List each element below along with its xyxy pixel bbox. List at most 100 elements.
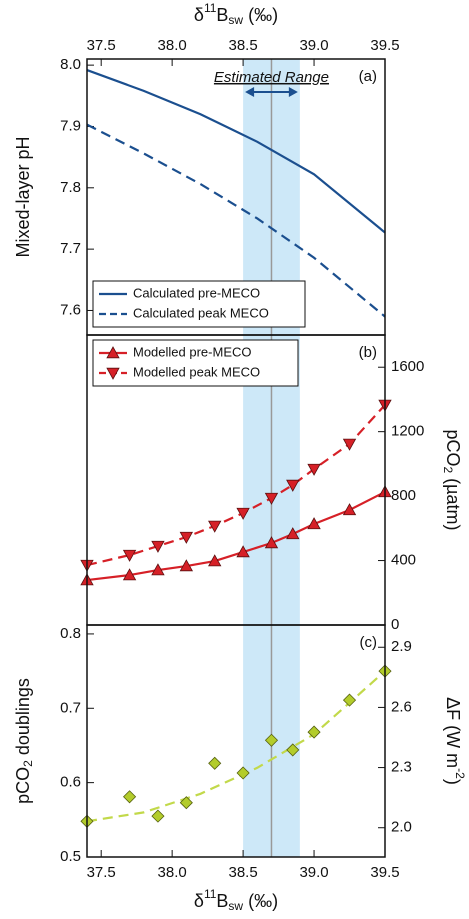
label-part: doublings — [13, 678, 33, 760]
marker — [106, 346, 120, 359]
marker — [236, 766, 250, 780]
marker — [307, 517, 321, 530]
label-part: pCO — [13, 767, 33, 804]
marker — [151, 540, 165, 553]
y-tick-label: 8.0 — [60, 56, 81, 73]
legend-label: Calculated peak MECO — [133, 305, 269, 320]
marker — [264, 536, 279, 549]
marker — [106, 367, 120, 380]
label-part: (‰) — [243, 5, 278, 25]
series-line — [86, 490, 386, 582]
panel-label: (b) — [359, 344, 377, 361]
range-label: Estimated Range — [214, 69, 329, 86]
label-part: 2 — [21, 760, 35, 767]
marker — [286, 479, 300, 492]
panel-frame — [86, 624, 386, 858]
label-part: ΔF (W m — [443, 697, 463, 768]
x-tick-label: 39.0 — [299, 37, 328, 54]
y-tick-label: 800 — [391, 487, 416, 504]
marker — [264, 733, 279, 747]
x-tick-label: 38.5 — [228, 864, 257, 881]
label-part: 11 — [204, 1, 217, 15]
label-part: sw — [228, 13, 243, 27]
y-tick-label: 0.8 — [60, 625, 81, 642]
label-part: B — [216, 5, 228, 25]
marker — [151, 809, 165, 823]
x-tick-label: 38.5 — [228, 37, 257, 54]
y-tick-label: 7.9 — [60, 117, 81, 134]
marker — [208, 554, 222, 567]
x-tick-label: 39.5 — [370, 37, 399, 54]
label-part: ) — [443, 779, 463, 785]
y-tick-label: 1200 — [391, 423, 424, 440]
label-part: δ — [194, 5, 204, 25]
axis-label: ΔF (W m-2) — [443, 697, 467, 785]
marker — [286, 743, 300, 757]
y2-tick-label: 2.9 — [391, 638, 412, 655]
x-tick-label: 39.5 — [370, 864, 399, 881]
legend-box — [92, 280, 306, 328]
axis-label: δ11Bsw (‰) — [194, 1, 278, 27]
marker — [236, 507, 250, 520]
label-part: -2 — [453, 768, 467, 779]
y-tick-label: 0.6 — [60, 774, 81, 791]
y-tick-label: 400 — [391, 552, 416, 569]
panel-label: (a) — [359, 68, 377, 85]
marker — [342, 693, 357, 707]
marker — [307, 725, 321, 739]
series-line — [86, 69, 386, 234]
marker — [236, 545, 250, 558]
y-tick-label: 0 — [391, 616, 399, 633]
marker — [122, 568, 137, 581]
legend-label: Calculated pre-MECO — [133, 285, 260, 300]
label-part: δ — [194, 891, 204, 911]
label-part: 2 — [441, 466, 455, 473]
label-part: (µatm) — [443, 473, 463, 530]
marker — [264, 492, 279, 505]
label-part: 11 — [204, 887, 217, 901]
marker — [342, 438, 357, 451]
x-tick-label: 39.0 — [299, 864, 328, 881]
y-tick-label: 0.5 — [60, 848, 81, 865]
marker — [179, 531, 194, 544]
legend-box — [92, 339, 299, 387]
marker — [208, 756, 222, 770]
label-part: B — [216, 891, 228, 911]
series-line — [86, 404, 386, 567]
legend-label: Modelled peak MECO — [133, 364, 260, 379]
marker — [179, 559, 194, 572]
marker — [286, 527, 300, 540]
x-tick-label: 37.5 — [87, 37, 116, 54]
series-line — [86, 123, 386, 318]
y-tick-label: 7.6 — [60, 301, 81, 318]
axis-label: Mixed-layer pH — [13, 136, 33, 257]
y-tick-label: 0.7 — [60, 699, 81, 716]
panel-label: (c) — [360, 634, 378, 651]
label-part: sw — [228, 899, 243, 913]
label-part: pCO — [443, 429, 463, 466]
x-tick-label: 37.5 — [87, 864, 116, 881]
y2-tick-label: 2.0 — [391, 819, 412, 836]
y-tick-label: 7.7 — [60, 240, 81, 257]
legend-label: Modelled pre-MECO — [133, 344, 252, 359]
axis-label: δ11Bsw (‰) — [194, 887, 278, 913]
y-tick-label: 7.8 — [60, 179, 81, 196]
x-tick-label: 38.0 — [158, 864, 187, 881]
axis-label: pCO2 (µatm) — [441, 429, 463, 530]
y2-tick-label: 2.6 — [391, 698, 412, 715]
fit-line — [86, 670, 386, 823]
axis-label: pCO2 doublings — [13, 678, 35, 804]
x-tick-label: 38.0 — [158, 37, 187, 54]
marker — [151, 563, 165, 576]
marker — [342, 503, 357, 516]
marker — [307, 463, 321, 476]
marker — [122, 549, 137, 562]
marker — [179, 796, 193, 810]
y-tick-label: 1600 — [391, 358, 424, 375]
marker — [123, 790, 137, 804]
label-part: Mixed-layer pH — [13, 136, 33, 257]
label-part: (‰) — [243, 891, 278, 911]
y2-tick-label: 2.3 — [391, 759, 412, 776]
